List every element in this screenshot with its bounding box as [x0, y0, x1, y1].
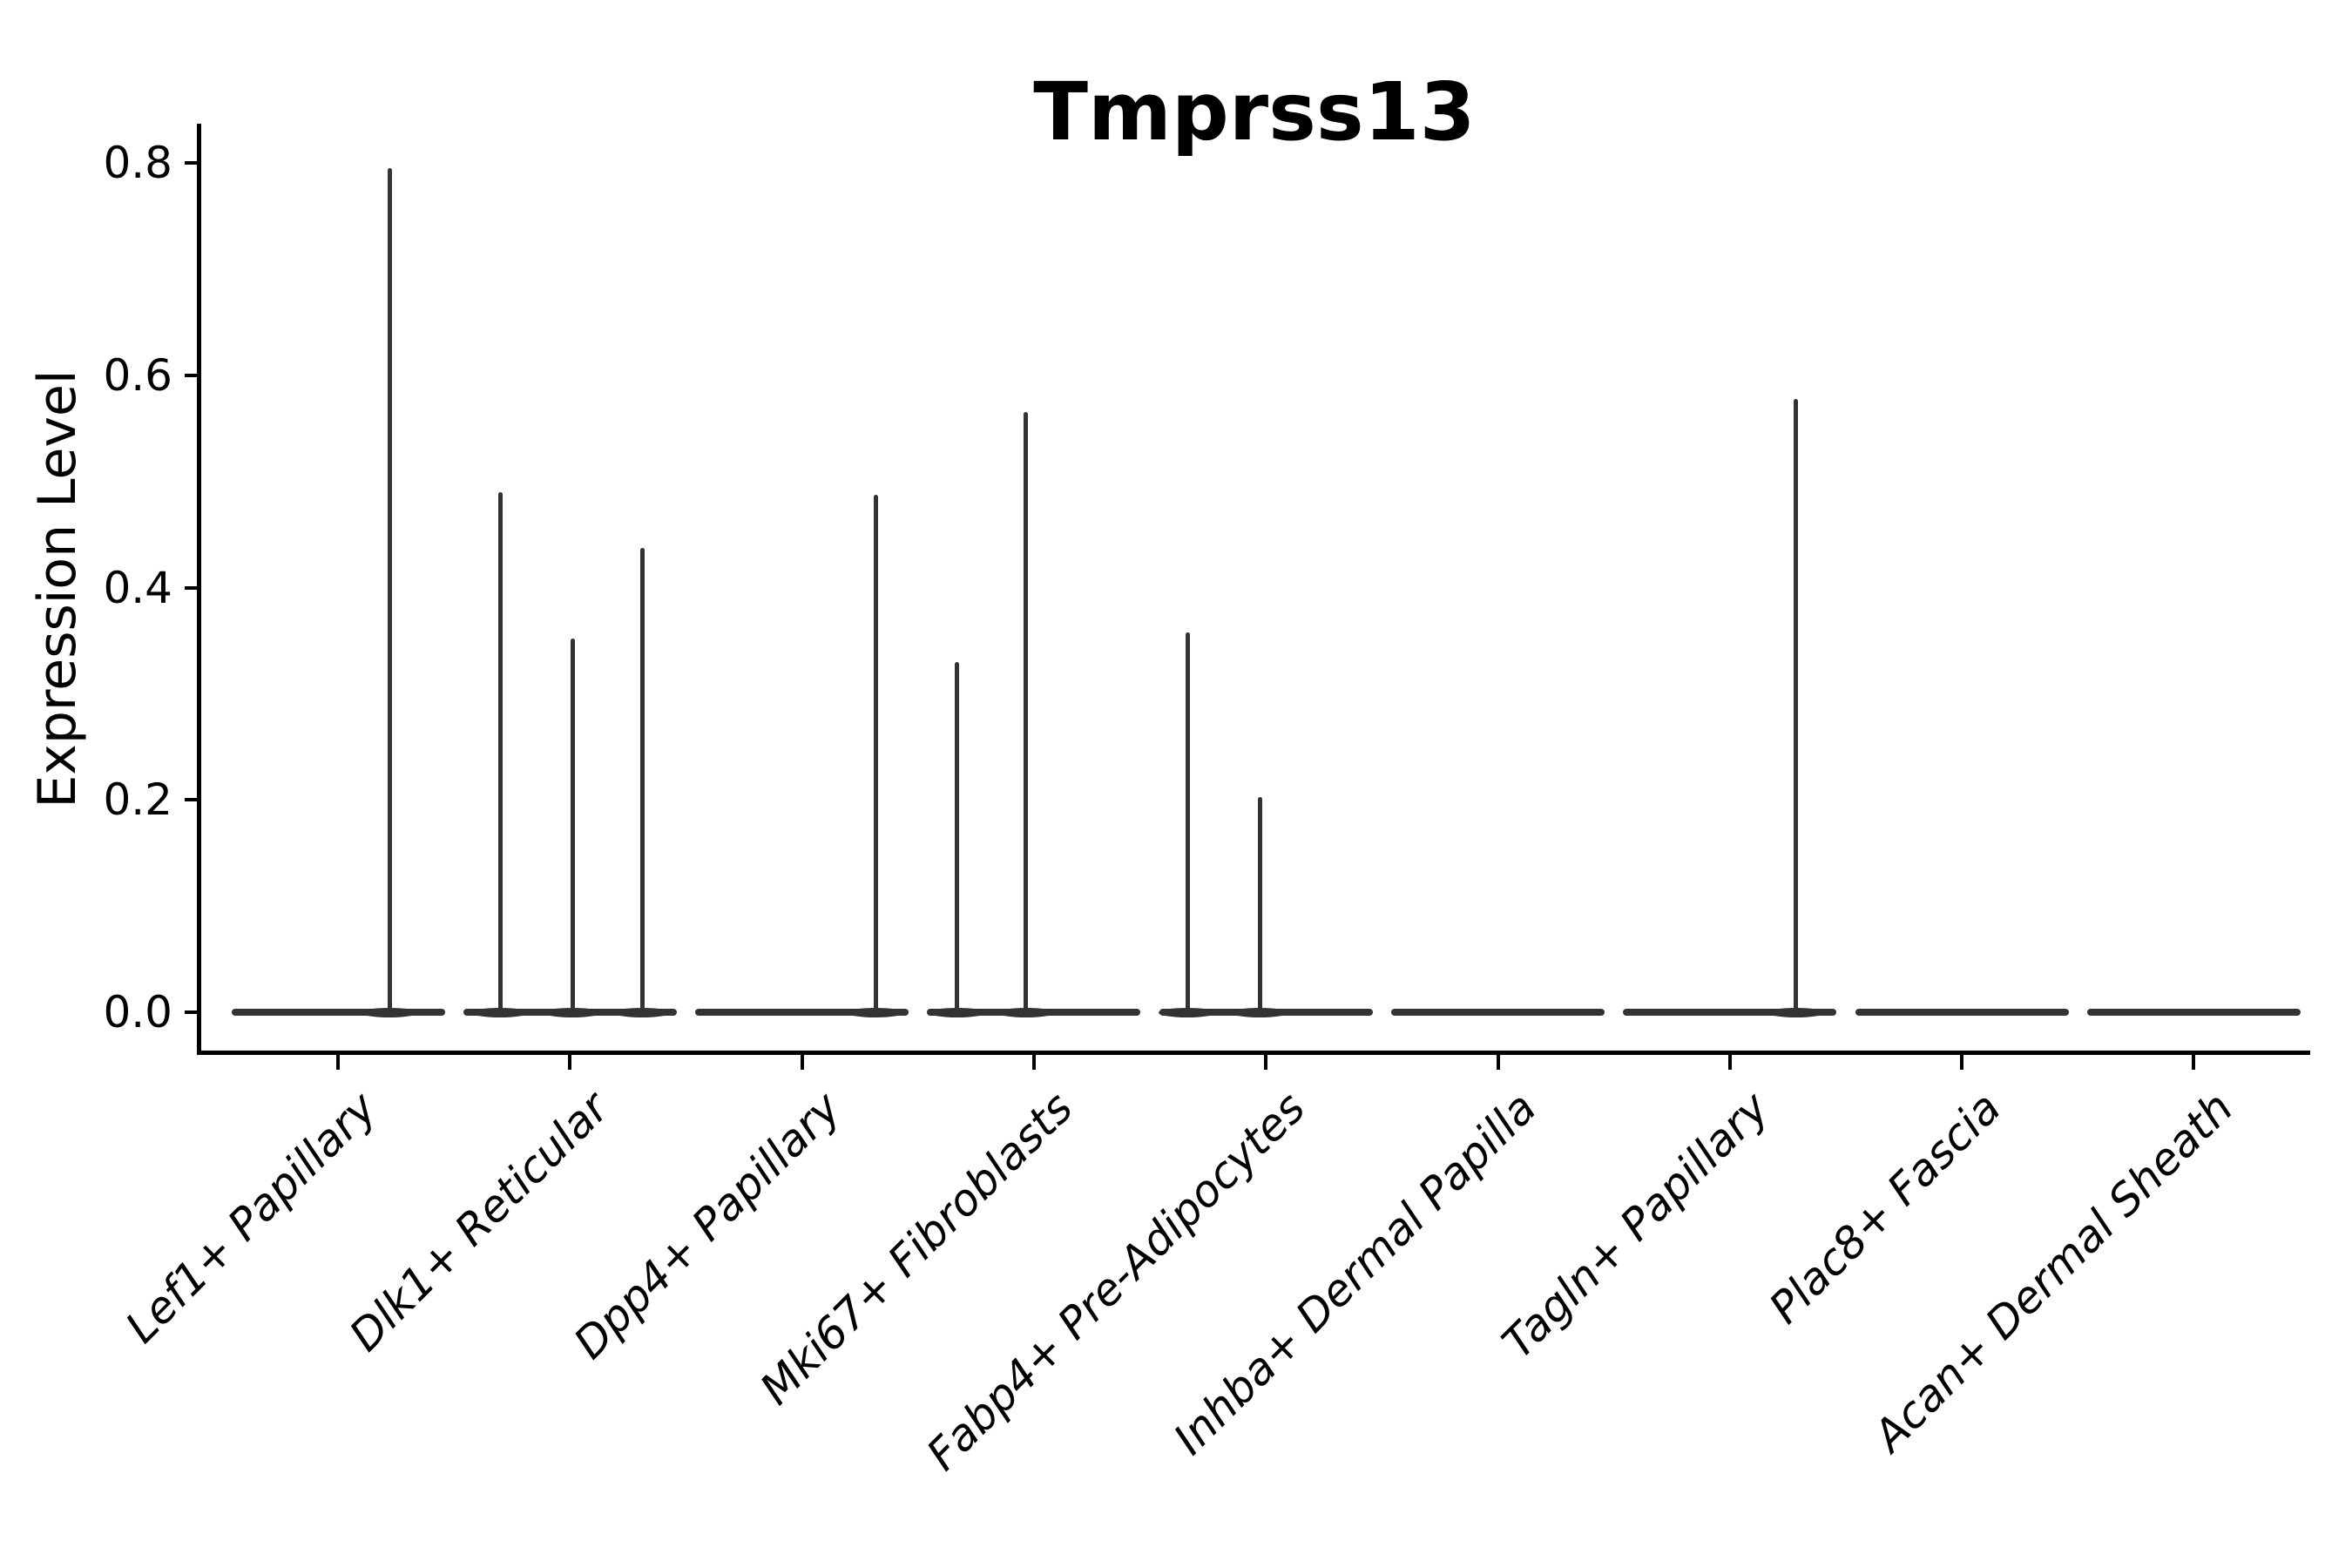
violin-body: [1855, 1009, 2069, 1016]
y-axis-line: [196, 124, 201, 1055]
violin-body: [695, 1009, 909, 1016]
y-tick-mark: [185, 1010, 199, 1014]
y-axis-label: Expression Level: [27, 369, 88, 808]
x-tick-mark: [1960, 1054, 1964, 1070]
y-tick-label: 0.6: [103, 349, 172, 401]
violin-spike: [1257, 796, 1262, 1015]
x-tick-mark: [1496, 1054, 1500, 1070]
x-tick-mark: [800, 1054, 804, 1070]
x-tick-mark: [1727, 1054, 1732, 1070]
violin-spike: [570, 639, 575, 1015]
violin-spike: [639, 548, 645, 1015]
x-tick-mark: [336, 1054, 340, 1070]
x-tick-mark: [1031, 1054, 1036, 1070]
violin-spike: [873, 495, 878, 1015]
y-tick-mark: [185, 161, 199, 165]
x-tick-label: Lef1+ Papillary: [116, 1082, 387, 1353]
violin-body: [231, 1009, 445, 1016]
y-tick-label: 0.2: [103, 774, 172, 826]
x-tick-label: Fabp4+ Pre-Adipocytes: [916, 1082, 1315, 1481]
x-tick-label: Plac8+ Fascia: [1759, 1082, 2011, 1334]
violin-body: [1623, 1009, 1837, 1016]
y-tick-mark: [185, 798, 199, 802]
y-tick-label: 0.0: [103, 987, 172, 1037]
chart-title: Tmprss13: [1033, 65, 1476, 159]
violin-spike: [955, 661, 960, 1015]
x-axis-line: [196, 1050, 2310, 1055]
x-tick-mark: [568, 1054, 572, 1070]
y-tick-mark: [185, 585, 199, 590]
violin-spike: [387, 168, 392, 1015]
violin-spike: [497, 491, 503, 1015]
y-tick-label: 0.8: [103, 138, 172, 188]
x-tick-label: Dlk1+ Reticular: [340, 1082, 618, 1362]
y-tick-label: 0.4: [103, 562, 172, 613]
violin-spike: [1024, 412, 1029, 1015]
violin-spike: [1185, 632, 1190, 1015]
violin-body: [1391, 1009, 1605, 1016]
violin-body: [2086, 1009, 2301, 1016]
x-tick-mark: [2192, 1054, 2196, 1070]
x-tick-mark: [1264, 1054, 1268, 1070]
violin-spike: [1794, 398, 1799, 1015]
y-tick-mark: [185, 373, 199, 377]
